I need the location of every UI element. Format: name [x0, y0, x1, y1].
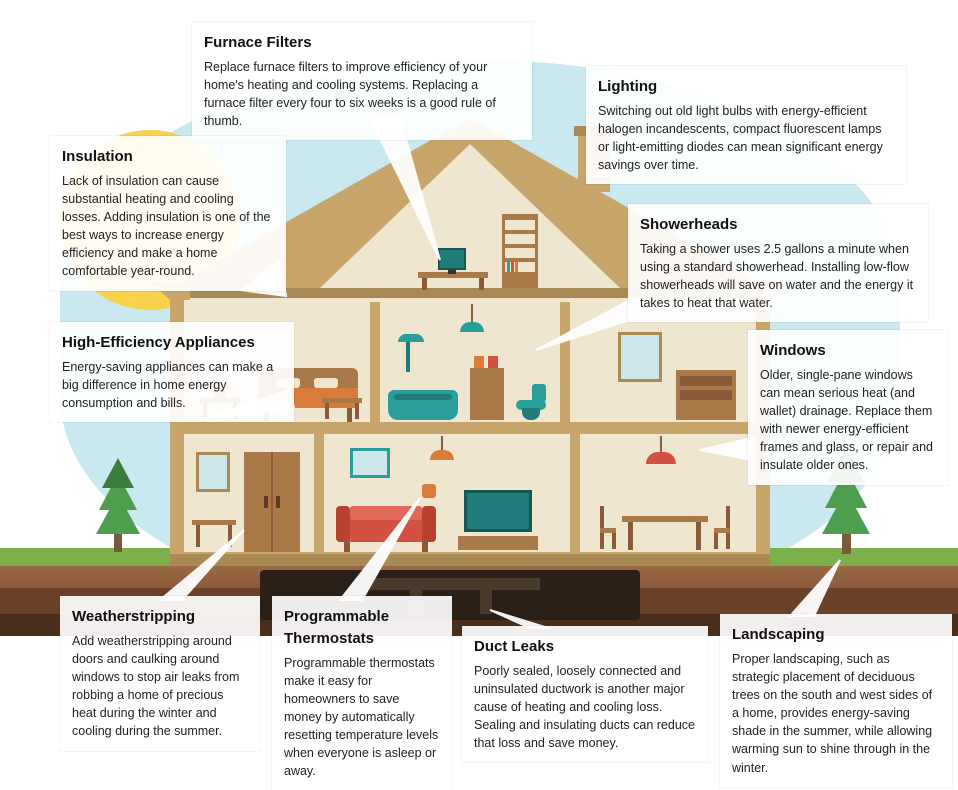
callout-title: Windows	[760, 340, 936, 362]
callout-appliances: High-Efficiency Appliances Energy-saving…	[50, 322, 294, 422]
callout-title: Duct Leaks	[474, 636, 696, 658]
callout-windows: Windows Older, single-pane windows can m…	[748, 330, 948, 485]
callout-landscaping: Landscaping Proper landscaping, such as …	[720, 614, 952, 787]
callout-body: Proper landscaping, such as strategic pl…	[732, 650, 940, 777]
callout-body: Energy-saving appliances can make a big …	[62, 358, 282, 412]
callout-title: Lighting	[598, 76, 894, 98]
callout-title: High-Efficiency Appliances	[62, 332, 282, 354]
callout-title: Insulation	[62, 146, 274, 168]
callout-body: Replace furnace filters to improve effic…	[204, 58, 520, 131]
callout-lighting: Lighting Switching out old light bulbs w…	[586, 66, 906, 184]
ptr-shower	[536, 300, 630, 350]
callout-body: Poorly sealed, loosely connected and uni…	[474, 662, 696, 753]
callout-title: Weatherstripping	[72, 606, 248, 628]
callout-title: Furnace Filters	[204, 32, 520, 54]
callout-showerheads: Showerheads Taking a shower uses 2.5 gal…	[628, 204, 928, 322]
callout-body: Add weatherstripping around doors and ca…	[72, 632, 248, 741]
ptr-weather	[160, 530, 244, 600]
ptr-landscape	[790, 560, 840, 616]
infographic-scene: Furnace Filters Replace furnace filters …	[0, 0, 958, 784]
callout-weatherstripping: Weatherstripping Add weatherstripping ar…	[60, 596, 260, 751]
ptr-window	[700, 438, 752, 460]
callout-title: Showerheads	[640, 214, 916, 236]
callout-body: Taking a shower uses 2.5 gallons a minut…	[640, 240, 916, 313]
callout-body: Programmable thermostats make it easy fo…	[284, 654, 440, 781]
callout-furnace: Furnace Filters Replace furnace filters …	[192, 22, 532, 140]
callout-thermostats: Programmable Thermostats Programmable th…	[272, 596, 452, 790]
callout-body: Older, single-pane windows can mean seri…	[760, 366, 936, 475]
callout-insulation: Insulation Lack of insulation can cause …	[50, 136, 286, 291]
callout-title: Landscaping	[732, 624, 940, 646]
callout-body: Switching out old light bulbs with energ…	[598, 102, 894, 175]
callout-duct: Duct Leaks Poorly sealed, loosely connec…	[462, 626, 708, 762]
callout-title: Programmable Thermostats	[284, 606, 440, 650]
ptr-thermo	[340, 498, 420, 600]
callout-body: Lack of insulation can cause substantial…	[62, 172, 274, 281]
